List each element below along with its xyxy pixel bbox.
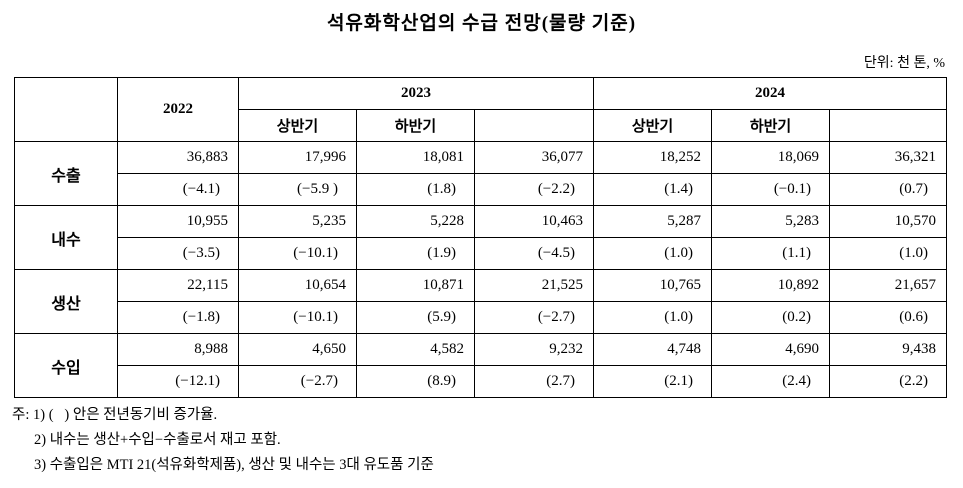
change-cell: (1.0) — [829, 237, 948, 270]
change-cell: (−1.8) — [117, 301, 239, 334]
value-cell: 22,115 — [117, 269, 239, 302]
value-cell: 4,650 — [238, 333, 357, 366]
change-cell: (8.9) — [356, 365, 475, 398]
header-row: 상반기 하반기 상반기 하반기 — [15, 109, 948, 142]
total-header — [829, 109, 948, 142]
change-cell: (1.0) — [593, 237, 713, 270]
change-cell: (1.0) — [593, 301, 713, 334]
year-header: 2024 — [593, 77, 948, 110]
change-cell: (−10.1) — [238, 301, 357, 334]
value-cell: 10,765 — [593, 269, 713, 302]
half-header: 하반기 — [711, 109, 831, 142]
value-cell: 10,654 — [238, 269, 357, 302]
value-cell: 9,438 — [829, 333, 948, 366]
value-cell: 4,690 — [711, 333, 831, 366]
value-cell: 5,283 — [711, 205, 831, 238]
header-row: 2022 2023 2024 — [14, 77, 948, 142]
change-cell: (−0.1) — [711, 173, 831, 206]
half-header: 하반기 — [356, 109, 475, 142]
note: 3) 수출입은 MTI 21(석유화학제품), 생산 및 내수는 3대 유도품 … — [34, 457, 434, 473]
change-cell: (−4.5) — [473, 237, 595, 270]
change-cell: (2.1) — [593, 365, 713, 398]
change-row: (−12.1) (−2.7) (8.9) (2.7) (2.1) (2.4) (2.2) — [15, 365, 948, 398]
value-cell: 18,081 — [356, 141, 475, 174]
value-cell: 18,069 — [711, 141, 831, 174]
supply-demand-table: 2022 2023 2024 상반기 하반기 상반기 하반기 수출 36,883 17,996 18… — [14, 77, 948, 398]
value-cell: 36,077 — [473, 141, 595, 174]
unit-label: 단위: 천 톤, % — [863, 56, 945, 71]
change-row: (−1.8) (−10.1) (5.9) (−2.7) (1.0) (0.2) (0.6) — [15, 301, 948, 334]
value-cell: 5,228 — [356, 205, 475, 238]
row-label: 수출 — [14, 141, 118, 206]
change-cell: (2.7) — [473, 365, 595, 398]
change-row: (−3.5) (−10.1) (1.9) (−4.5) (1.0) (1.1) (1.0) — [15, 237, 948, 270]
value-cell: 21,525 — [473, 269, 595, 302]
change-cell: (−2.2) — [473, 173, 595, 206]
change-cell: (5.9) — [356, 301, 475, 334]
change-cell: (0.7) — [829, 173, 948, 206]
value-row: 수출 36,883 17,996 18,081 36,077 18,252 18,069 36… — [14, 141, 948, 206]
value-row: 내수 10,955 5,235 5,228 10,463 5,287 5,283 10,570 — [14, 205, 948, 270]
change-cell: (−12.1) — [117, 365, 239, 398]
row-label: 내수 — [14, 205, 118, 270]
change-cell: (−2.7) — [473, 301, 595, 334]
year-header: 2023 — [237, 77, 595, 110]
value-cell: 5,235 — [238, 205, 357, 238]
change-cell: (−3.5) — [117, 237, 239, 270]
change-cell: (1.4) — [593, 173, 713, 206]
value-cell: 10,955 — [117, 205, 239, 238]
value-cell: 10,892 — [711, 269, 831, 302]
value-cell: 8,988 — [117, 333, 239, 366]
value-row: 생산 22,115 10,654 10,871 21,525 10,765 10,892 21… — [14, 269, 948, 334]
value-cell: 36,321 — [829, 141, 948, 174]
value-row: 수입 8,988 4,650 4,582 9,232 4,748 4,690 9,438 — [14, 333, 948, 398]
half-header: 상반기 — [593, 109, 713, 142]
value-cell: 9,232 — [473, 333, 595, 366]
change-cell: (−5.9 ) — [238, 173, 357, 206]
change-cell: (0.2) — [711, 301, 831, 334]
change-cell: (1.1) — [711, 237, 831, 270]
change-cell: (1.9) — [356, 237, 475, 270]
total-header — [473, 109, 595, 142]
value-cell: 10,871 — [356, 269, 475, 302]
notes: 주: 1) ( ) 안은 전년동기비 증가율. 2) 내수는 생산+수입−수출로서… — [12, 403, 434, 478]
half-header: 상반기 — [238, 109, 357, 142]
value-cell: 17,996 — [238, 141, 357, 174]
change-cell: (0.6) — [829, 301, 948, 334]
note: 2) 내수는 생산+수입−수출로서 재고 포함. — [34, 432, 281, 448]
value-cell: 4,582 — [356, 333, 475, 366]
change-cell: (−4.1) — [117, 173, 239, 206]
value-cell: 36,883 — [117, 141, 239, 174]
change-cell: (1.8) — [356, 173, 475, 206]
value-cell: 10,570 — [829, 205, 948, 238]
row-label: 생산 — [14, 269, 118, 334]
value-cell: 21,657 — [829, 269, 948, 302]
change-cell: (2.2) — [829, 365, 948, 398]
change-cell: (2.4) — [711, 365, 831, 398]
change-row: (−4.1) (−5.9 ) (1.8) (−2.2) (1.4) (−0.1) (0.7) — [15, 173, 948, 206]
change-cell: (−2.7) — [238, 365, 357, 398]
value-cell: 18,252 — [593, 141, 713, 174]
value-cell: 4,748 — [593, 333, 713, 366]
value-cell: 5,287 — [593, 205, 713, 238]
title: 석유화학산업의 수급 전망(물량 기준) — [326, 13, 637, 34]
row-label: 수입 — [14, 333, 118, 398]
value-cell: 10,463 — [473, 205, 595, 238]
note: 주: 1) ( ) 안은 전년동기비 증가율. — [12, 407, 218, 423]
year-header: 2022 — [117, 77, 239, 142]
change-cell: (−10.1) — [238, 237, 357, 270]
corner-cell — [14, 77, 118, 142]
